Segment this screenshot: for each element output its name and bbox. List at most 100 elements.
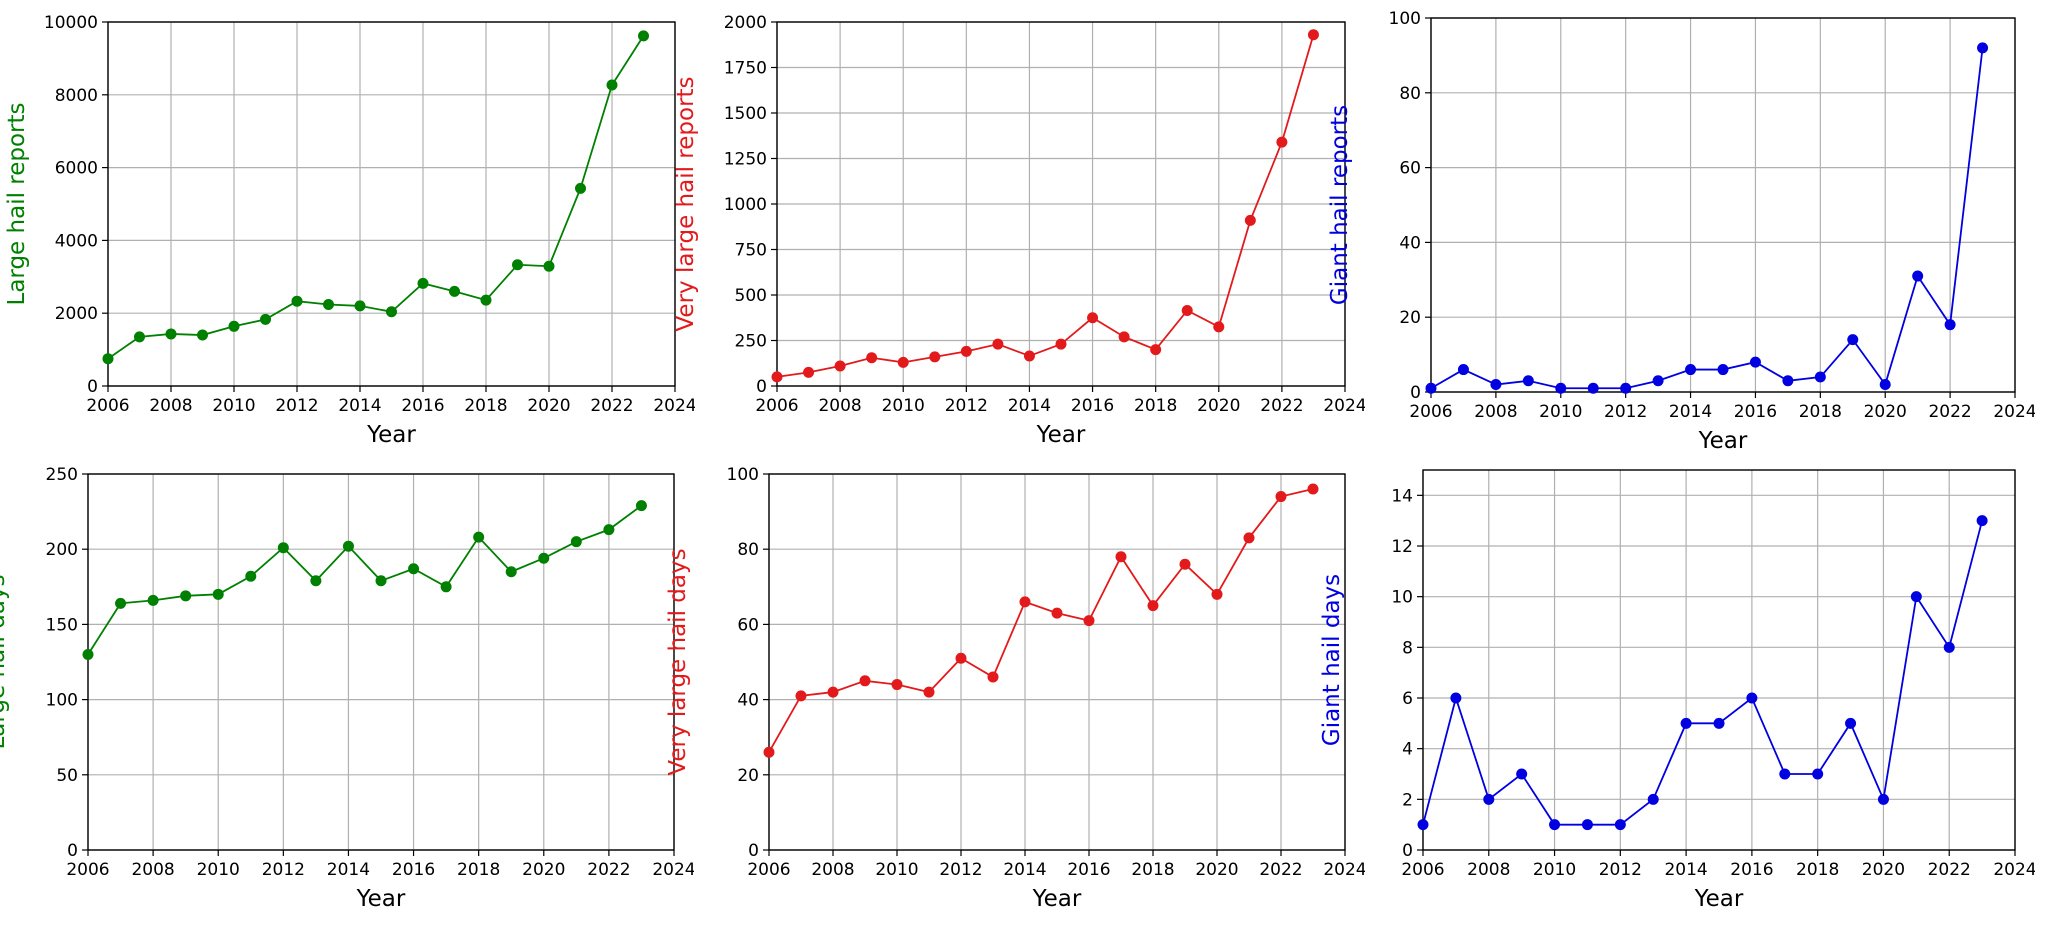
plot-frame — [768, 473, 1346, 851]
x-axis-label: Year — [1694, 886, 1744, 912]
x-tick-label: 2020 — [1862, 860, 1905, 880]
very-large-hail-reports-point-2019 — [1181, 304, 1193, 316]
giant-hail-reports-point-2013 — [1652, 375, 1664, 387]
giant-hail-days-point-2016 — [1746, 692, 1758, 704]
very-large-hail-days-point-2016 — [1083, 615, 1095, 627]
y-tick-label: 40 — [737, 691, 759, 711]
large-hail-days-point-2013 — [310, 575, 322, 587]
y-tick-label: 1250 — [724, 150, 767, 170]
y-axis-label: Giant hail days — [1319, 574, 1345, 746]
very-large-hail-reports-point-2018 — [1150, 344, 1162, 356]
large-hail-days-point-2016 — [408, 563, 420, 575]
x-axis-label: Year — [1032, 886, 1082, 912]
giant-hail-reports-point-2017 — [1782, 375, 1794, 387]
large-hail-days-point-2021 — [570, 536, 582, 548]
large-hail-reports-point-2013 — [323, 298, 334, 310]
y-tick-label: 0 — [67, 841, 78, 861]
y-tick-label: 20 — [737, 766, 759, 786]
large-hail-reports-point-2015 — [386, 306, 397, 318]
giant-hail-days-point-2022 — [1943, 641, 1955, 653]
large-hail-reports-point-2011 — [260, 313, 271, 325]
large-hail-days-point-2010 — [212, 588, 224, 600]
x-tick-label: 2024 — [652, 860, 694, 880]
very-large-hail-days-point-2009 — [859, 675, 871, 687]
very-large-hail-days-point-2021 — [1243, 532, 1255, 544]
y-tick-label: 6 — [1402, 689, 1413, 709]
x-tick-label: 2016 — [1730, 860, 1773, 880]
very-large-hail-days-point-2023 — [1307, 483, 1319, 495]
x-tick-label: 2014 — [338, 396, 381, 416]
y-tick-label: 2000 — [724, 13, 767, 33]
large-hail-reports-point-2012 — [291, 295, 303, 307]
y-tick-label: 2 — [1402, 790, 1413, 810]
large-hail-days-point-2020 — [538, 552, 550, 564]
very-large-hail-reports-point-2013 — [992, 338, 1004, 350]
plot-frame — [1430, 17, 2016, 393]
plot-frame — [107, 21, 676, 387]
very-large-hail-days-series-line — [768, 488, 1314, 753]
very-large-hail-reports-point-2006 — [771, 371, 783, 383]
x-tick-label: 2020 — [527, 396, 570, 416]
x-tick-label: 2016 — [1067, 860, 1110, 880]
x-tick-label: 2012 — [275, 396, 318, 416]
giant-hail-reports-point-2006 — [1425, 382, 1437, 394]
x-tick-label: 2006 — [86, 396, 129, 416]
y-tick-label: 4 — [1402, 740, 1413, 760]
y-tick-label: 0 — [756, 377, 767, 397]
giant-hail-days-chart: 2006 2008 2010 2012 2014 2016 2018 2020 2022 2024… — [1319, 469, 2035, 912]
x-tick-label: 2008 — [149, 396, 192, 416]
y-tick-label: 750 — [735, 241, 767, 261]
giant-hail-reports-point-2010 — [1555, 382, 1567, 394]
plot-frame — [1422, 469, 2016, 851]
giant-hail-days-point-2014 — [1680, 717, 1692, 729]
large-hail-days-point-2007 — [115, 597, 127, 609]
very-large-hail-days-point-2006 — [763, 746, 775, 758]
very-large-hail-reports-point-2008 — [834, 360, 846, 372]
y-tick-label: 1000 — [724, 195, 767, 215]
very-large-hail-days-point-2013 — [987, 671, 999, 683]
x-tick-label: 2010 — [212, 396, 255, 416]
y-tick-label: 60 — [1399, 159, 1421, 179]
giant-hail-reports-point-2012 — [1620, 382, 1632, 394]
x-tick-label: 2018 — [464, 396, 507, 416]
y-tick-label: 0 — [87, 377, 98, 397]
very-large-hail-reports-point-2022 — [1276, 136, 1288, 148]
x-tick-label: 2010 — [197, 860, 240, 880]
x-tick-label: 2008 — [131, 860, 174, 880]
y-tick-label: 12 — [1391, 537, 1413, 557]
very-large-hail-days-point-2018 — [1147, 600, 1159, 612]
large-hail-days-point-2008 — [147, 594, 159, 606]
large-hail-reports-point-2009 — [197, 329, 208, 341]
x-tick-label: 2018 — [1134, 396, 1177, 416]
giant-hail-reports-series-line — [1430, 47, 1984, 390]
giant-hail-days-point-2009 — [1516, 768, 1528, 780]
y-tick-label: 250 — [735, 332, 767, 352]
large-hail-reports-point-2021 — [575, 182, 586, 194]
very-large-hail-days-point-2017 — [1115, 551, 1127, 563]
giant-hail-reports-point-2022 — [1944, 319, 1956, 331]
y-tick-label: 100 — [1389, 9, 1421, 29]
y-axis-label: Giant hail reports — [1327, 105, 1353, 305]
x-tick-label: 2016 — [401, 396, 444, 416]
x-axis-label: Year — [1698, 428, 1748, 454]
x-tick-label: 2012 — [939, 860, 982, 880]
large-hail-reports-point-2018 — [480, 294, 492, 306]
y-tick-label: 50 — [56, 766, 78, 786]
large-hail-reports-point-2020 — [543, 260, 555, 272]
y-tick-label: 80 — [1399, 84, 1421, 104]
giant-hail-reports-point-2011 — [1587, 382, 1599, 394]
very-large-hail-days-point-2015 — [1051, 607, 1063, 619]
very-large-hail-reports-point-2021 — [1244, 214, 1256, 226]
x-tick-label: 2022 — [590, 396, 633, 416]
y-tick-label: 8000 — [55, 86, 98, 106]
large-hail-days-point-2018 — [473, 531, 485, 543]
y-tick-label: 6000 — [55, 159, 98, 179]
large-hail-reports-chart: 2006 2008 2010 2012 2014 2016 2018 2020 2022 2024… — [4, 13, 695, 448]
large-hail-days-point-2017 — [440, 581, 452, 593]
x-tick-label: 2012 — [262, 860, 305, 880]
x-tick-label: 2008 — [1467, 860, 1510, 880]
very-large-hail-days-point-2011 — [923, 686, 935, 698]
giant-hail-reports-point-2021 — [1912, 270, 1924, 282]
x-tick-label: 2006 — [755, 396, 798, 416]
